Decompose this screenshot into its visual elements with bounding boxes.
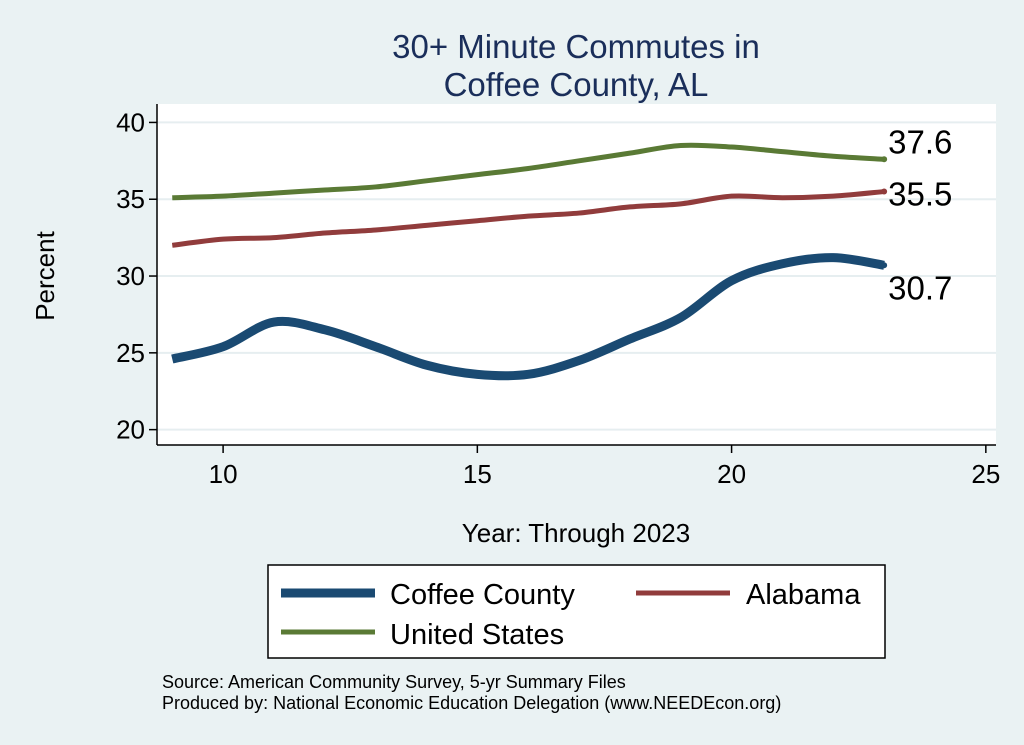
end-point-coffee-county <box>881 262 888 269</box>
y-axis-label: Percent <box>30 230 60 320</box>
legend-label-coffee-county: Coffee County <box>390 579 575 611</box>
axes <box>156 104 996 446</box>
series-line-alabama <box>171 189 885 248</box>
chart-title-line-1: 30+ Minute Commutes in <box>392 28 760 65</box>
end-label-alabama: 35.5 <box>888 176 952 213</box>
end-label-united-states: 37.6 <box>888 123 952 160</box>
end-point-united-states <box>881 156 888 163</box>
produced-by-note: Produced by: National Economic Education… <box>162 693 781 713</box>
end-label-coffee-county: 30.7 <box>888 269 952 306</box>
y-tick-label: 25 <box>116 338 145 368</box>
plot-area <box>157 104 996 445</box>
x-tick-label: 15 <box>463 459 492 489</box>
y-tick-label: 30 <box>116 261 145 291</box>
y-tick-label: 40 <box>116 107 145 137</box>
series-layer <box>171 142 888 381</box>
chart-title-line-2: Coffee County, AL <box>444 66 709 103</box>
legend-box <box>267 564 886 659</box>
x-tick-label: 25 <box>971 459 1000 489</box>
gridlines <box>157 121 996 431</box>
series-line-coffee-county <box>171 253 885 381</box>
legend-label-united-states: United States <box>390 619 564 651</box>
y-ticks: 20 25 30 35 40 <box>116 107 157 445</box>
y-tick-label: 20 <box>116 415 145 445</box>
source-note: Source: American Community Survey, 5-yr … <box>162 672 626 692</box>
x-ticks: 10 15 20 25 <box>209 445 1000 489</box>
y-tick-label: 35 <box>116 184 145 214</box>
x-tick-label: 10 <box>209 459 238 489</box>
x-axis-label: Year: Through 2023 <box>462 518 690 548</box>
x-tick-label: 20 <box>717 459 746 489</box>
end-labels: 37.6 35.5 30.7 <box>888 123 952 306</box>
legend-label-alabama: Alabama <box>746 579 861 611</box>
series-line-united-states <box>172 142 885 201</box>
end-point-alabama <box>881 188 888 195</box>
